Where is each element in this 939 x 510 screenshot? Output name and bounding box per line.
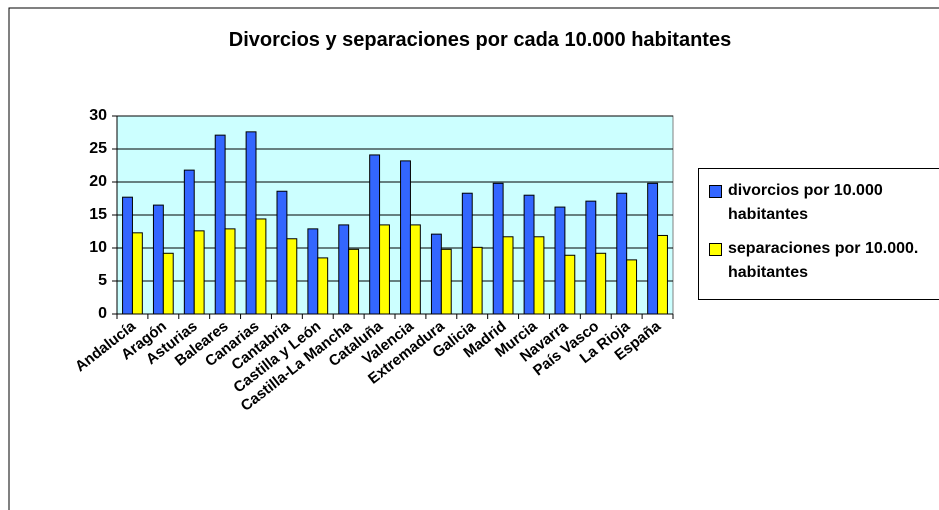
bar <box>400 160 411 315</box>
bar <box>131 232 143 315</box>
bar <box>317 257 329 315</box>
y-tick-label: 10 <box>89 239 107 256</box>
bar <box>369 154 381 315</box>
bar <box>595 252 607 315</box>
bar <box>286 238 298 315</box>
bar <box>647 182 659 315</box>
bar <box>122 196 133 315</box>
bar <box>245 131 257 315</box>
bar <box>276 190 288 315</box>
bar <box>183 169 195 315</box>
y-tick-label: 15 <box>89 206 107 223</box>
legend-swatch <box>709 185 722 198</box>
bar <box>657 234 668 315</box>
bar <box>554 206 566 315</box>
y-tick-label: 25 <box>89 140 107 157</box>
legend: divorcios por 10.000 habitantes separacio… <box>698 168 939 300</box>
bar <box>616 192 628 315</box>
bar <box>193 230 205 315</box>
bar <box>409 224 421 315</box>
bar <box>379 224 390 315</box>
legend-label: divorcios por 10.000 habitantes <box>728 182 883 223</box>
bar <box>533 236 545 315</box>
bar <box>162 252 174 315</box>
y-tick-label: 0 <box>98 305 107 322</box>
y-tick-label: 20 <box>89 173 107 190</box>
bar <box>440 248 452 315</box>
bar <box>502 236 514 315</box>
y-tick-label: 5 <box>98 272 107 289</box>
bar <box>626 259 638 315</box>
y-tick-label: 30 <box>89 107 107 124</box>
bar <box>348 248 360 315</box>
chart-title: Divorcios y separaciones por cada 10.000… <box>229 29 731 51</box>
bar <box>585 200 597 315</box>
legend-item: separaciones por 10.000. habitantes <box>709 237 939 285</box>
bar <box>224 228 236 315</box>
legend-swatch <box>709 243 722 256</box>
legend-label: separaciones por 10.000. habitantes <box>728 240 919 281</box>
bar <box>492 182 504 315</box>
bar <box>523 194 535 315</box>
bar <box>214 134 226 315</box>
bar <box>152 204 164 315</box>
bar <box>430 233 442 315</box>
bar <box>471 246 483 315</box>
legend-item: divorcios por 10.000 habitantes <box>709 179 939 227</box>
bar <box>338 224 350 315</box>
bar <box>307 228 319 315</box>
bar <box>255 218 267 315</box>
bar <box>564 254 576 315</box>
bar <box>461 192 473 315</box>
